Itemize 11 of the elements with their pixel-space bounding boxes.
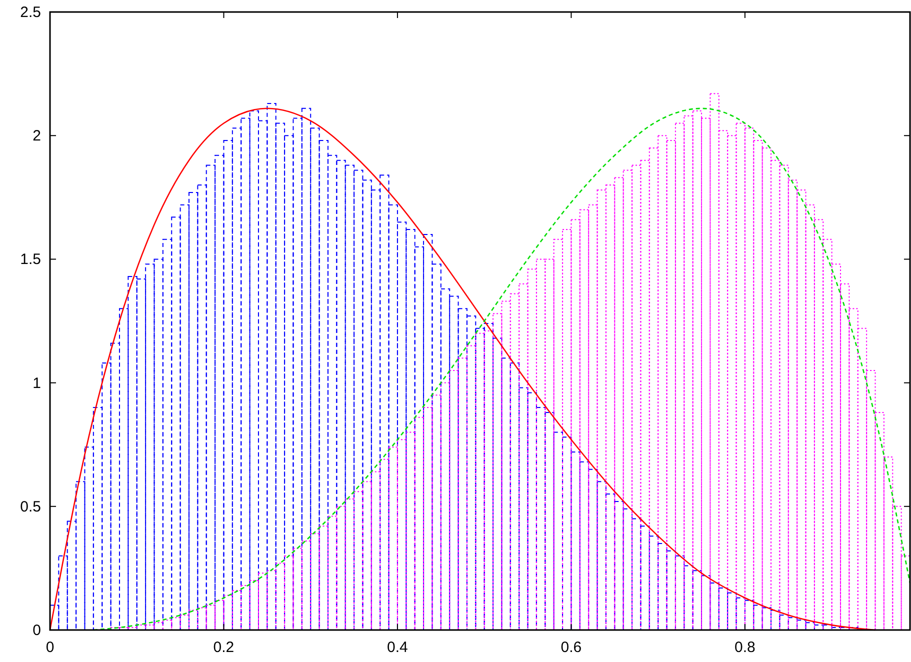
y-tick-label: 0.5 — [20, 498, 41, 516]
x-tick-label: 0.6 — [560, 639, 582, 656]
x-tick-label: 0 — [46, 639, 54, 656]
x-tick-label: 0.4 — [387, 639, 408, 656]
y-tick-label: 2 — [32, 128, 41, 145]
y-tick-label: 2.5 — [20, 4, 41, 21]
y-tick-label: 1.5 — [20, 251, 41, 268]
x-tick-label: 0.8 — [734, 639, 756, 656]
y-tick-label: 1 — [32, 374, 41, 392]
x-tick-label: 0.2 — [213, 639, 234, 656]
y-tick-label: 0 — [32, 622, 41, 639]
